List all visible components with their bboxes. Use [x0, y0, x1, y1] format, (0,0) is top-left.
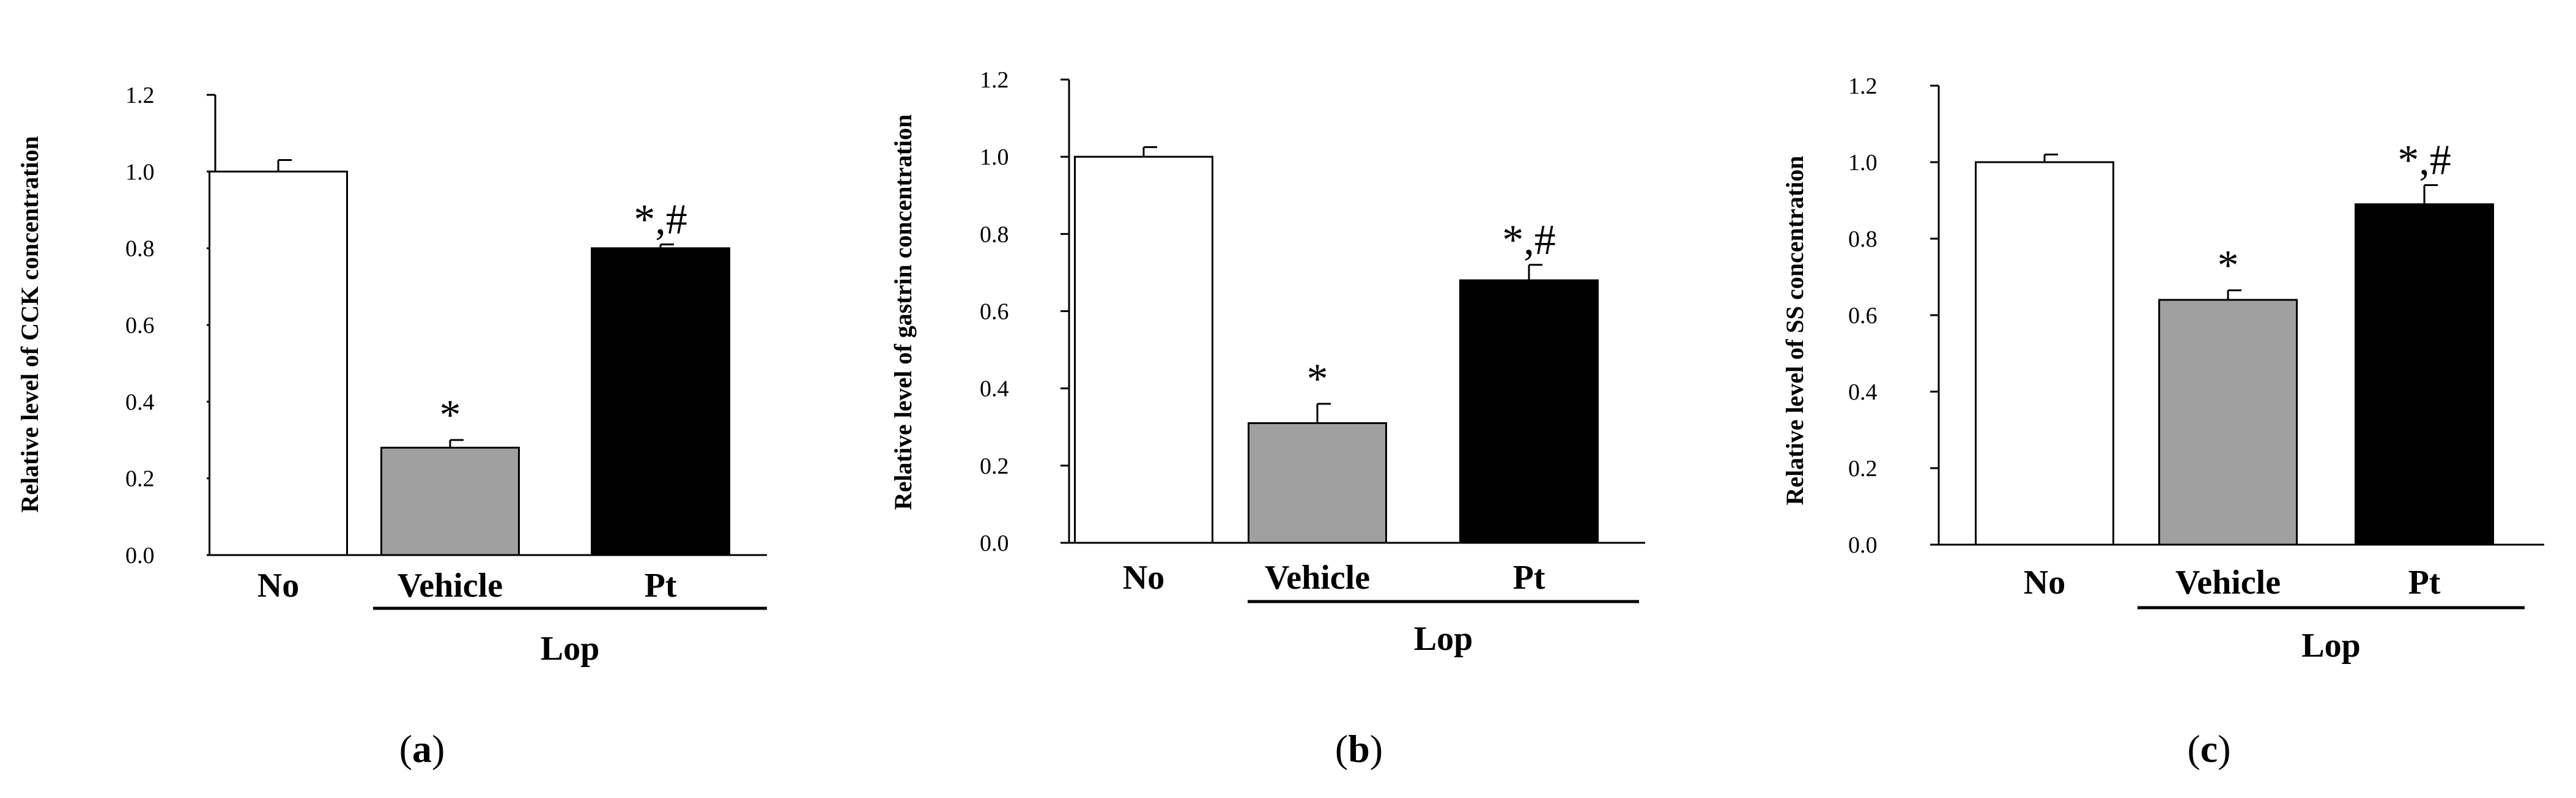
- bar-no: [209, 170, 348, 556]
- y-axis-title: Relative level of gastrin concentration: [889, 114, 917, 510]
- category-label: Pt: [1513, 559, 1545, 597]
- category-label: Pt: [645, 567, 677, 605]
- y-axis-title: Relative level of SS concentration: [1781, 156, 1808, 505]
- panel-label: (c): [2187, 727, 2230, 770]
- category-label: No: [257, 567, 299, 605]
- y-tick-label: 0.8: [1848, 226, 1878, 252]
- bar-vehicle: [380, 447, 520, 556]
- y-tick-label: 0.8: [980, 222, 1009, 247]
- significance-marker: *,#: [634, 196, 687, 243]
- y-tick-label: 1.2: [125, 83, 155, 108]
- significance-marker: *,#: [1502, 217, 1556, 264]
- y-tick-label: 1.2: [1848, 73, 1878, 99]
- y-tick-label: 0.4: [1848, 379, 1878, 405]
- category-label: Pt: [2408, 564, 2441, 602]
- group-label: Lop: [541, 630, 600, 668]
- bar-no: [1975, 161, 2114, 546]
- y-tick-label: 0.6: [125, 313, 155, 338]
- category-label: No: [2024, 564, 2065, 602]
- bar-vehicle: [2158, 299, 2298, 546]
- y-axis-title: Relative level of CCK concentration: [16, 136, 43, 512]
- y-tick-label: 0.6: [1848, 303, 1878, 329]
- group-label: Lop: [2301, 627, 2361, 665]
- y-tick-label: 1.0: [1848, 150, 1878, 176]
- y-tick-label: 1.2: [980, 67, 1009, 93]
- y-tick-label: 0.2: [1848, 456, 1878, 482]
- category-label: Vehicle: [1265, 559, 1370, 597]
- significance-marker: *: [1307, 356, 1328, 403]
- y-tick-label: 0.4: [980, 376, 1009, 402]
- y-tick-label: 1.0: [125, 159, 155, 185]
- significance-marker: *,#: [2397, 137, 2451, 184]
- bar-vehicle: [1248, 422, 1387, 544]
- bar-pt: [2355, 203, 2494, 546]
- bar-no: [1074, 155, 1213, 544]
- category-label: Vehicle: [2175, 564, 2281, 602]
- chart-panel-c: 0.0 0.2 0.4 0.6 0.8 1.0 1.2 Relative level of S…: [1781, 73, 2544, 770]
- y-tick-label: 0.4: [125, 389, 155, 415]
- y-tick-label: 0.0: [980, 531, 1009, 556]
- category-label: No: [1123, 559, 1164, 597]
- significance-marker: *: [2218, 242, 2239, 289]
- group-label: Lop: [1414, 620, 1473, 658]
- y-tick-label: 1.0: [980, 144, 1009, 170]
- bar-pt: [591, 247, 730, 556]
- panel-label: (b): [1335, 727, 1383, 770]
- significance-marker: *: [440, 392, 461, 439]
- y-tick-label: 0.0: [125, 543, 155, 569]
- y-tick-label: 0.0: [1848, 532, 1878, 558]
- y-tick-label: 0.2: [125, 466, 155, 492]
- category-label: Vehicle: [398, 567, 503, 605]
- y-tick-label: 0.6: [980, 299, 1009, 325]
- panel-label: (a): [399, 727, 445, 770]
- y-tick-label: 0.2: [980, 453, 1009, 479]
- bar-pt: [1459, 279, 1599, 544]
- chart-panel-b: 0.0 0.2 0.4 0.6 0.8 1.0 1.2 Relative level of g…: [889, 67, 1645, 770]
- y-tick-label: 0.8: [125, 236, 155, 262]
- chart-panel-a: 0.0 0.2 0.4 0.6 0.8 1.0 1.2 Relative level of C…: [16, 83, 767, 770]
